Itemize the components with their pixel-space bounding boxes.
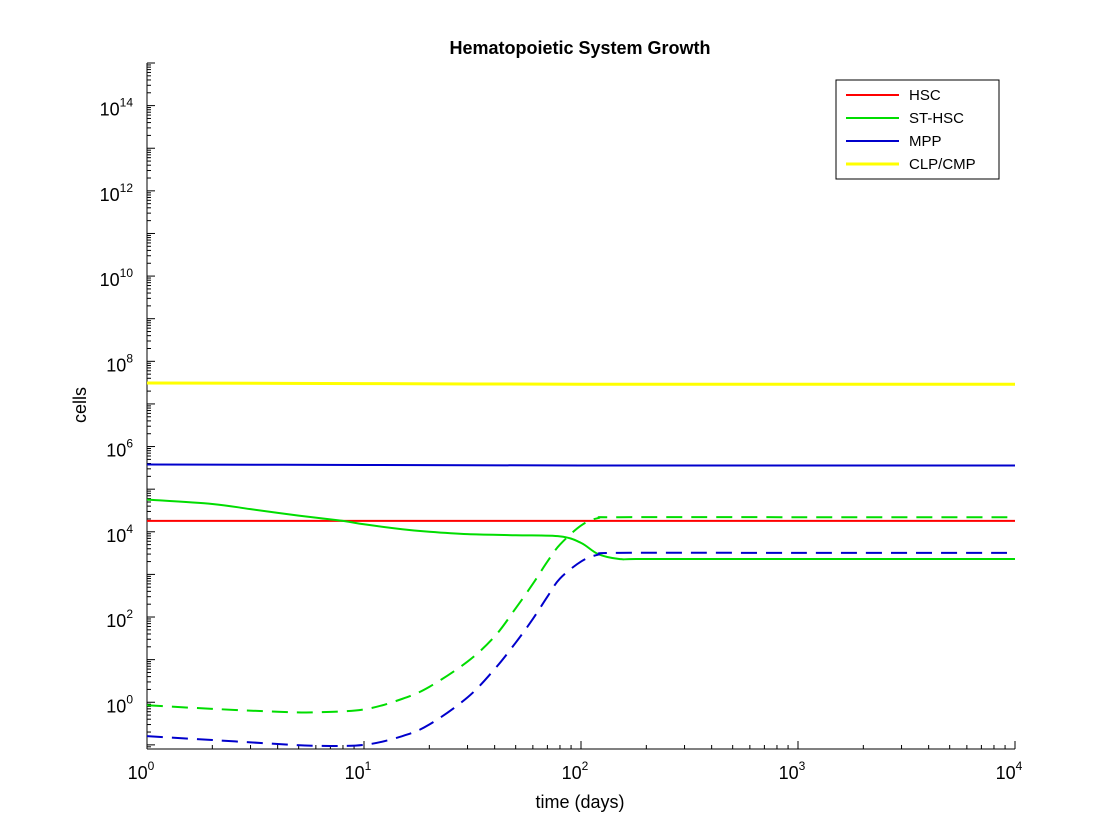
y-tick-label: 1012 [100,181,134,205]
y-tick-label: 108 [106,351,133,375]
x-tick-label: 100 [128,759,155,783]
y-tick-label: 106 [106,437,133,461]
x-axis-ticks: 100 101 102 103 104 [128,741,1023,783]
series-line-st-hsc [147,498,1015,561]
series-line-mpp [147,463,1015,467]
legend-label: CLP/CMP [909,156,976,173]
legend: HSC ST-HSC MPP CLP/CMP [835,79,1000,180]
y-tick-label: 100 [106,692,133,716]
series-group [147,381,1015,748]
series-line-st-hsc-dashed [147,516,1015,714]
x-axis-label: time (days) [535,792,624,812]
legend-label: MPP [909,133,942,150]
y-tick-label: 1014 [100,96,134,120]
x-tick-label: 101 [345,759,372,783]
x-tick-label: 104 [996,759,1023,783]
x-tick-label: 102 [562,759,589,783]
y-tick-label: 104 [106,522,133,546]
y-tick-label: 1010 [100,266,134,290]
y-axis-label: cells [70,387,90,423]
legend-label: ST-HSC [909,110,964,127]
chart-title: Hematopoietic System Growth [449,38,710,58]
series-line-mpp-dashed [147,551,1015,748]
y-tick-label: 102 [106,607,133,631]
legend-label: HSC [909,87,941,104]
x-tick-label: 103 [779,759,806,783]
y-axis-ticks: 100 102 104 106 108 1010 1012 1014 [100,62,155,750]
series-line-clp-cmp [147,381,1015,386]
